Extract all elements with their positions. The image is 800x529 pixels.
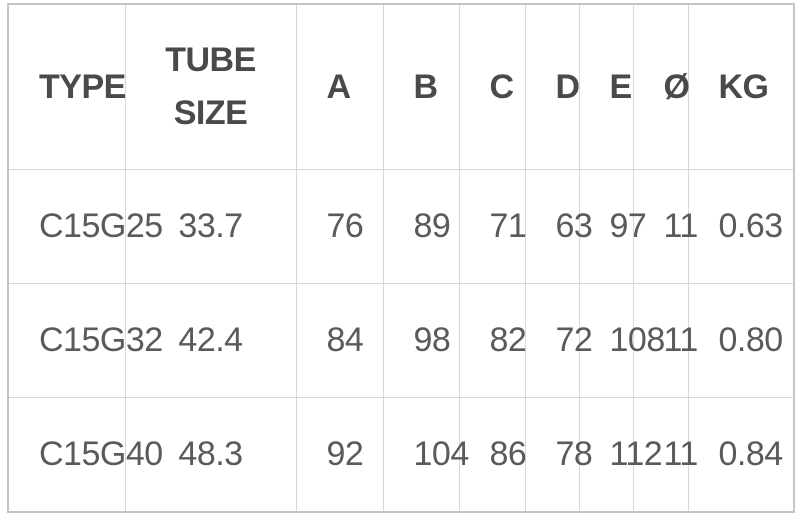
cell-kg: 0.63 [687, 169, 795, 284]
cell-diameter: 11 [632, 283, 698, 398]
cell-d: 78 [524, 397, 593, 513]
cell-type: C15G40 [7, 397, 163, 513]
column-header-a: A [295, 3, 384, 170]
cell-c: 82 [458, 283, 527, 398]
column-header-e: E [578, 3, 634, 170]
cell-b: 89 [382, 169, 460, 284]
column-header-tube-size: TUBE SIZE [124, 3, 297, 170]
column-header-b: B [382, 3, 460, 170]
column-header-d: D [524, 3, 580, 170]
cell-tube-size: 42.4 [124, 283, 297, 398]
column-header-type: TYPE [7, 3, 126, 170]
cell-a: 76 [295, 169, 384, 284]
cell-b: 98 [382, 283, 460, 398]
cell-a: 84 [295, 283, 384, 398]
cell-d: 63 [524, 169, 593, 284]
table-row: C15G40 48.3 92 104 86 78 112 11 0.84 [7, 397, 795, 513]
cell-diameter: 11 [632, 397, 698, 513]
cell-c: 71 [458, 169, 527, 284]
cell-diameter: 11 [632, 169, 698, 284]
cell-kg: 0.84 [687, 397, 795, 513]
cell-tube-size: 48.3 [124, 397, 297, 513]
cell-type: C15G32 [7, 283, 163, 398]
cell-c: 86 [458, 397, 527, 513]
table-row: C15G32 42.4 84 98 82 72 108 11 0.80 [7, 283, 795, 398]
table-row: C15G25 33.7 76 89 71 63 97 11 0.63 [7, 169, 795, 284]
cell-type: C15G25 [7, 169, 163, 284]
column-header-c: C [458, 3, 526, 170]
cell-e: 112 [578, 397, 663, 513]
spec-table-container: TYPE TUBE SIZE A B C D E Ø KG C15G25 33.… [7, 3, 795, 513]
spec-table: TYPE TUBE SIZE A B C D E Ø KG C15G25 33.… [7, 3, 795, 513]
column-header-diameter: Ø [632, 3, 690, 170]
cell-kg: 0.80 [687, 283, 795, 398]
header-row: TYPE TUBE SIZE A B C D E Ø KG [7, 3, 795, 170]
cell-tube-size: 33.7 [124, 169, 297, 284]
cell-e: 97 [578, 169, 647, 284]
column-header-kg: KG [687, 3, 795, 170]
cell-b: 104 [382, 397, 469, 513]
cell-e: 108 [578, 283, 665, 398]
cell-d: 72 [524, 283, 593, 398]
cell-a: 92 [295, 397, 384, 513]
